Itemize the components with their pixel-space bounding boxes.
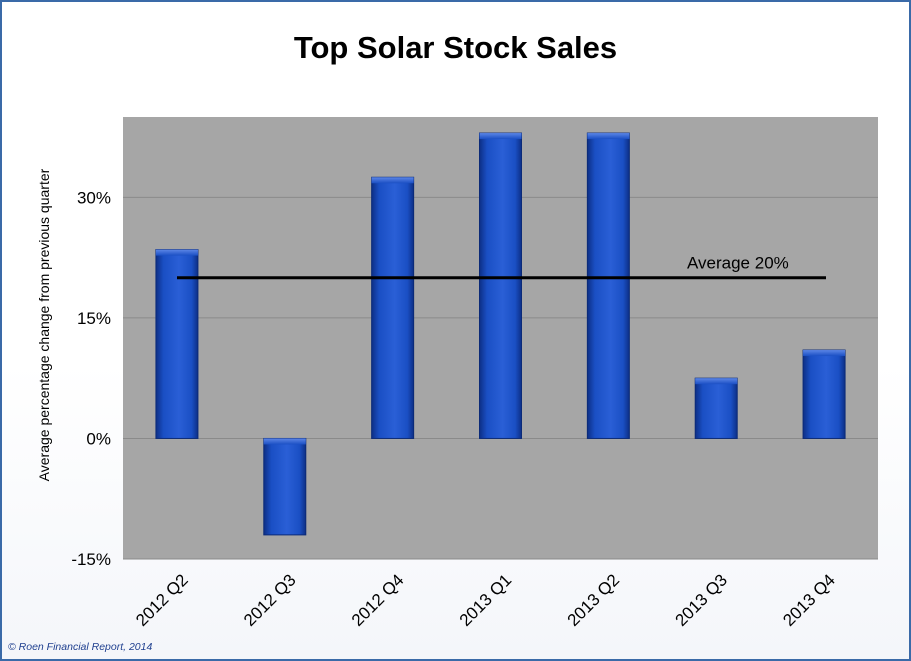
bar-body bbox=[263, 437, 307, 536]
x-tick-label: 2012 Q3 bbox=[240, 570, 300, 630]
bar bbox=[802, 349, 846, 439]
bar-cap bbox=[155, 249, 198, 256]
x-tick-label: 2012 Q2 bbox=[132, 570, 192, 630]
y-tick-label: 30% bbox=[77, 188, 111, 207]
bar-body bbox=[155, 249, 199, 439]
bar bbox=[263, 437, 307, 536]
x-tick-label: 2013 Q3 bbox=[671, 570, 731, 630]
average-line-group: Average 20% bbox=[177, 254, 826, 280]
bar-body bbox=[479, 132, 522, 439]
bar-body bbox=[586, 132, 630, 439]
y-tick-labels: -15% 0% 15% 30% bbox=[71, 188, 111, 569]
source-note: © Roen Financial Report, 2014 bbox=[8, 641, 153, 653]
bar-body bbox=[371, 176, 415, 439]
bar-cap bbox=[371, 177, 414, 184]
x-tick-label: 2012 Q4 bbox=[348, 570, 408, 630]
bar bbox=[694, 377, 738, 439]
bars bbox=[155, 132, 846, 536]
bar bbox=[371, 176, 415, 439]
bar-cap bbox=[803, 350, 846, 357]
x-tick-label: 2013 Q2 bbox=[564, 570, 624, 630]
bar bbox=[155, 249, 199, 439]
bar-cap bbox=[587, 133, 630, 140]
bar bbox=[586, 132, 630, 439]
chart-title: Top Solar Stock Sales bbox=[293, 30, 618, 65]
y-tick-label: 15% bbox=[77, 309, 111, 328]
y-tick-label: -15% bbox=[71, 550, 111, 569]
bar-cap bbox=[263, 438, 306, 445]
bar bbox=[479, 132, 522, 439]
x-tick-labels: 2012 Q2 2012 Q3 2012 Q4 2013 Q1 2013 Q2 2013 … bbox=[132, 570, 839, 630]
x-tick-label: 2013 Q1 bbox=[456, 570, 516, 630]
y-tick-label: 0% bbox=[86, 429, 111, 448]
bar-cap bbox=[479, 133, 522, 140]
bar-cap bbox=[695, 378, 738, 385]
bar-body bbox=[694, 377, 738, 439]
bar-body bbox=[802, 349, 846, 439]
x-tick-label: 2013 Q4 bbox=[779, 570, 839, 630]
average-label: Average 20% bbox=[687, 254, 789, 273]
